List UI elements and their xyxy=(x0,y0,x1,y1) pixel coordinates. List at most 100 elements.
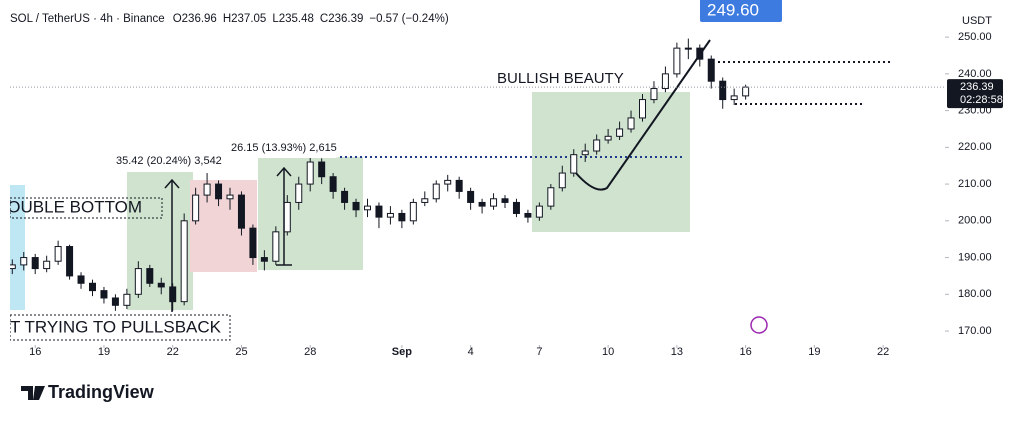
candle-body xyxy=(295,183,303,203)
annotation: DOUBLE BOTTOM xyxy=(0,197,142,216)
candle-body xyxy=(66,246,74,277)
candle-body xyxy=(421,198,429,203)
candle-body xyxy=(719,80,727,101)
x-tick-label: 25 xyxy=(235,346,247,358)
x-tick-label: 22 xyxy=(167,346,179,358)
candle-body xyxy=(696,47,704,60)
candle-body xyxy=(730,95,738,101)
header: SOL / TetherUS · 4h · Binance O236.96 H237… xyxy=(10,13,449,25)
candle-body xyxy=(398,212,406,222)
candle-body xyxy=(707,58,715,82)
drawings xyxy=(10,39,892,341)
candle-body xyxy=(673,47,681,75)
candle-body xyxy=(215,183,223,200)
candle-body xyxy=(444,179,452,185)
currency: USDT xyxy=(962,15,992,27)
candle-body xyxy=(146,268,154,284)
candle-body xyxy=(169,286,177,303)
zone xyxy=(10,185,25,310)
candle-body xyxy=(180,220,188,303)
y-tick-label: 190.00 xyxy=(958,251,992,263)
candle-body xyxy=(54,246,62,262)
candle-body xyxy=(535,205,543,218)
logo-icon xyxy=(21,386,45,400)
candle-body xyxy=(478,201,486,207)
x-tick-label: Sep xyxy=(392,346,412,358)
annotation-box xyxy=(225,138,338,158)
measure-arrow xyxy=(164,178,180,189)
candle-body xyxy=(283,201,291,233)
candle-body xyxy=(455,179,463,192)
y-tick-label: 210.00 xyxy=(958,178,992,190)
x-tick-label: 16 xyxy=(29,346,41,358)
x-tick-label: 7 xyxy=(536,346,542,358)
x-tick-label: 16 xyxy=(740,346,752,358)
candle-body xyxy=(226,194,234,200)
candle-body xyxy=(627,117,635,130)
candle-body xyxy=(386,212,394,218)
x-tick-label: 19 xyxy=(98,346,110,358)
candle-body xyxy=(558,172,566,189)
candle-body xyxy=(593,139,601,152)
candle-body xyxy=(581,150,589,156)
candle-body xyxy=(318,161,326,178)
candle-body xyxy=(20,257,28,266)
candle-body xyxy=(570,154,578,174)
candle-body xyxy=(123,293,131,306)
label-box xyxy=(10,197,163,219)
candle-body xyxy=(742,86,750,97)
last-price: 236.39 xyxy=(960,81,994,93)
candle-body xyxy=(547,187,555,207)
x-tick-label: 10 xyxy=(602,346,614,358)
candle-body xyxy=(341,190,349,203)
candle-body xyxy=(501,198,509,203)
candle-body xyxy=(249,227,257,259)
candle-body xyxy=(89,282,96,292)
candle-body xyxy=(192,194,200,222)
candle-body xyxy=(237,194,245,229)
annotation: 249.60 xyxy=(707,0,759,19)
zone xyxy=(190,180,257,272)
candle-body xyxy=(43,260,51,270)
x-tick-label: 19 xyxy=(808,346,820,358)
candle-body xyxy=(134,268,142,295)
trend-curve xyxy=(574,39,711,191)
candle-body xyxy=(10,264,16,270)
candle-body xyxy=(306,161,314,185)
annotation: 35.42 (20.24%) 3,542 xyxy=(116,155,222,167)
annotation-box xyxy=(700,0,782,22)
candle-body xyxy=(272,231,280,262)
candle-body xyxy=(616,128,624,137)
measure-arrow xyxy=(276,166,292,266)
last-price-box xyxy=(947,79,1003,109)
x-tick-label: 13 xyxy=(671,346,683,358)
label-box xyxy=(10,314,231,341)
candle-body xyxy=(203,183,211,196)
annotation: BULLISH BEAUTY xyxy=(497,70,624,87)
candle-body xyxy=(111,297,119,306)
candle-body xyxy=(364,205,371,211)
candle-body xyxy=(684,47,692,50)
x-tick-label: 28 xyxy=(304,346,316,358)
alert-icon[interactable] xyxy=(750,316,768,334)
candle-body xyxy=(31,257,39,270)
x-tick-label: 4 xyxy=(468,346,474,358)
candle-body xyxy=(329,176,337,192)
candle-body xyxy=(157,282,165,288)
candle-body xyxy=(650,88,658,101)
candle-body xyxy=(512,201,520,214)
annotation: T TRYING TO PULLSBACK xyxy=(10,317,222,336)
countdown: 02:28:58 xyxy=(960,94,1003,106)
plot: BULLISH BEAUTY DOUBLE BOTTOM T TRYING TO P… xyxy=(0,0,782,336)
candle-body xyxy=(524,212,532,218)
zone xyxy=(532,92,690,232)
y-tick-label: 220.00 xyxy=(958,141,992,153)
candle-body xyxy=(467,190,475,203)
y-tick-label: 240.00 xyxy=(958,68,992,80)
candle-body xyxy=(409,201,417,222)
candle-body xyxy=(661,73,669,90)
candle-body xyxy=(639,99,646,119)
branding: TradingView xyxy=(48,382,155,402)
y-tick-label: 170.00 xyxy=(958,325,992,337)
